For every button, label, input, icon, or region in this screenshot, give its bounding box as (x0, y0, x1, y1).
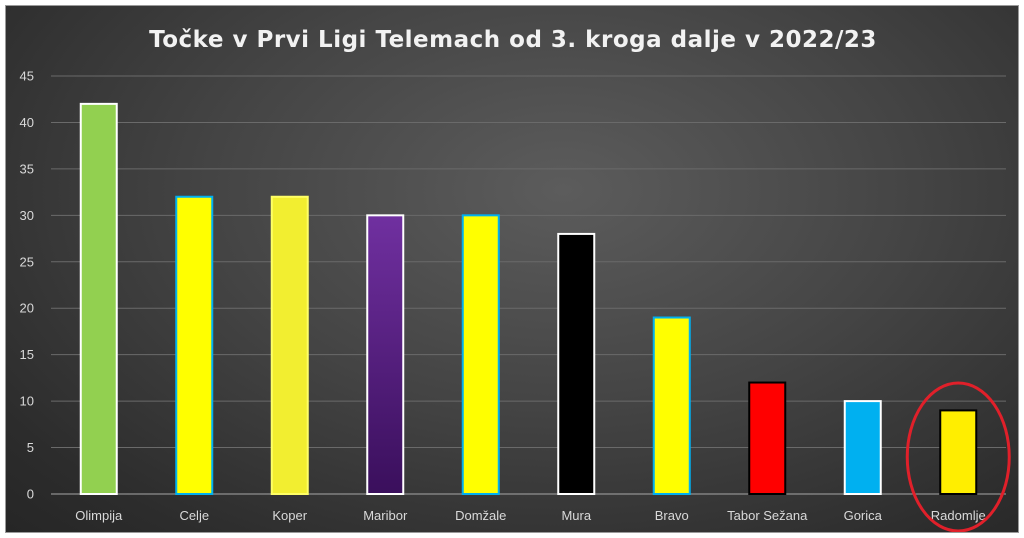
x-category-label: Radomlje (931, 508, 986, 523)
y-axis-ticks: 0 5 10 15 20 25 30 35 40 45 (20, 69, 34, 502)
x-category-label: Koper (272, 508, 307, 523)
bar-bravo (652, 316, 691, 495)
highlight-circle (905, 381, 1011, 532)
highlight-annotation (905, 381, 1011, 532)
y-tick-label: 25 (20, 254, 34, 269)
y-tick-label: 20 (20, 301, 34, 316)
y-tick-label: 40 (20, 115, 34, 130)
y-tick-label: 5 (27, 440, 34, 455)
bar-tabor-se-ana (748, 381, 787, 495)
bar-olimpija (79, 102, 118, 495)
x-category-label: Celje (179, 508, 209, 523)
bar-dom-ale (461, 214, 500, 495)
chart-frame: Točke v Prvi Ligi Telemach od 3. kroga d… (5, 5, 1019, 533)
y-tick-label: 15 (20, 347, 34, 362)
x-category-label: Gorica (844, 508, 883, 523)
bar-mura (557, 232, 596, 496)
bars (79, 102, 978, 496)
x-category-label: Maribor (363, 508, 408, 523)
x-category-label: Domžale (455, 508, 506, 523)
y-tick-label: 30 (20, 208, 34, 223)
y-tick-label: 45 (20, 69, 34, 84)
x-category-label: Bravo (655, 508, 689, 523)
bar-maribor (366, 214, 405, 495)
x-category-label: Olimpija (75, 508, 123, 523)
bar-radomlje (939, 409, 978, 495)
bar-gorica (843, 400, 882, 495)
bar-celje (175, 195, 214, 495)
bar-koper (270, 195, 309, 495)
y-tick-label: 35 (20, 161, 34, 176)
x-category-label: Mura (561, 508, 591, 523)
chart-title: Točke v Prvi Ligi Telemach od 3. kroga d… (149, 27, 877, 53)
x-axis-categories: Olimpija Celje Koper Maribor Domžale Mura Brav… (75, 508, 985, 523)
x-category-label: Tabor Sežana (727, 508, 808, 523)
y-tick-label: 10 (20, 394, 34, 409)
bar-chart: Točke v Prvi Ligi Telemach od 3. kroga d… (20, 27, 1011, 532)
y-tick-label: 0 (27, 487, 34, 502)
